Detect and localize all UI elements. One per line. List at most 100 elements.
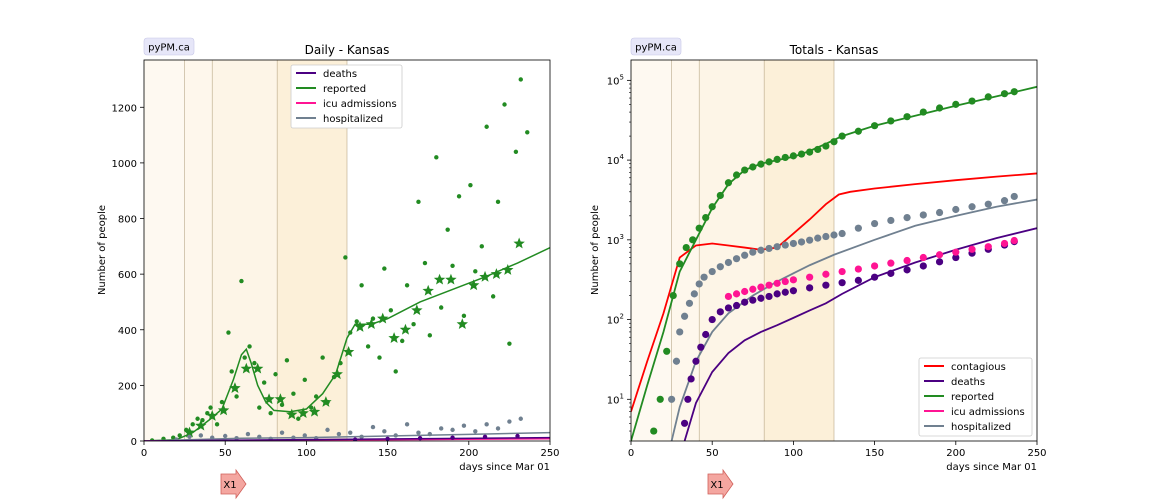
legend-box [918, 357, 1033, 437]
reported-point [229, 369, 234, 374]
legend-label: reported [951, 392, 994, 403]
legend: contagious deaths reported icu admission… [918, 357, 1033, 437]
deaths-point [708, 315, 716, 324]
deaths-point [757, 294, 765, 302]
hospitalized-point [416, 430, 421, 435]
hospitalized-point [887, 216, 895, 225]
reported-point [952, 100, 960, 108]
hospitalized-point [348, 430, 353, 435]
hospitalized-line [670, 198, 1037, 441]
hospitalized-point [223, 433, 228, 439]
icu-admissions-point [952, 248, 960, 256]
icu-admissions-point [919, 253, 927, 262]
reported-star-point [513, 237, 525, 249]
reported-star-point [342, 346, 355, 357]
reported-point [676, 260, 684, 268]
reported-point [205, 410, 210, 416]
hospitalized-point [741, 251, 749, 259]
hospitalized-point [234, 436, 239, 441]
shaded-periods [631, 60, 835, 441]
y-tick-label: 103 [607, 233, 624, 247]
icu-admissions-point [854, 265, 862, 273]
reported-point [757, 160, 765, 168]
reported-star-point [229, 382, 241, 394]
reported-point [490, 294, 496, 299]
legend-label: reported [323, 84, 366, 95]
reported-star-point [399, 323, 412, 335]
daily-chart-panel: 0 50 100 150 200 250 0 200 400 600 800 1000 1200 py… [97, 37, 560, 500]
deaths-point [789, 287, 798, 295]
reported-point [513, 149, 519, 154]
reported-point [359, 283, 364, 288]
reported-point [400, 338, 405, 344]
y-tick-label: 800 [118, 215, 137, 226]
hospitalized-point [672, 357, 681, 365]
x-tick-label: 150 [865, 448, 884, 459]
hospitalized-point [903, 214, 911, 222]
reported-point [388, 308, 394, 313]
deaths-point [822, 281, 830, 289]
reported-point [208, 405, 213, 410]
reported-point [461, 313, 467, 319]
reported-star-point [308, 405, 321, 417]
reported-star-point [377, 312, 389, 324]
y-tick-label: 102 [607, 313, 624, 327]
reported-star-point [195, 419, 207, 431]
reported-point [354, 319, 359, 324]
reported-point [200, 417, 205, 423]
y-tick-label: 101 [607, 392, 624, 406]
hospitalized-point [695, 280, 703, 288]
hospitalized-point [732, 255, 741, 263]
y-axis-label: Number of people [97, 205, 108, 295]
hospitalized-point [245, 431, 251, 437]
icu-admissions-point [724, 292, 733, 301]
hospitalized-point [1000, 197, 1009, 205]
hospitalized-point [854, 224, 862, 232]
reported-point [184, 427, 189, 433]
reported-point [427, 333, 433, 338]
hospitalized-point [919, 211, 927, 219]
deaths-line [683, 227, 1037, 441]
reported-point [689, 236, 697, 244]
deaths-point [702, 330, 710, 339]
deaths-point [515, 433, 520, 439]
reported-point [789, 152, 798, 160]
source-badge: pyPM.ca [148, 43, 190, 54]
hospitalized-line [144, 431, 550, 441]
hospitalized-point [789, 239, 798, 248]
legend-label: hospitalized [951, 422, 1011, 433]
hospitalized-point [518, 416, 523, 421]
reported-point [219, 399, 225, 405]
shaded-period [764, 60, 834, 441]
hospitalized-point [198, 433, 204, 438]
reported-star-point [433, 273, 446, 285]
legend-label: icu admissions [323, 99, 397, 110]
hospitalized-point [359, 434, 364, 440]
reported-point [814, 145, 822, 154]
reported-point [473, 269, 478, 274]
reported-point [343, 255, 348, 260]
plot-frame [143, 59, 551, 442]
reported-star-point [331, 368, 343, 380]
deaths-point [854, 276, 862, 284]
x-tick-label: 150 [378, 448, 397, 459]
hospitalized-point [838, 229, 846, 238]
x-tick-label: 50 [219, 448, 232, 459]
reported-star-point [206, 409, 218, 421]
deaths-point [692, 357, 700, 365]
reported-point [479, 244, 484, 249]
icu-admissions-point [838, 267, 846, 276]
icu-admissions-point [903, 256, 911, 265]
reported-point [268, 410, 273, 416]
reported-point [291, 391, 296, 396]
legend-label: hospitalized [323, 114, 383, 125]
reported-point [445, 227, 450, 232]
hospitalized-point [765, 244, 773, 253]
deaths-point [450, 435, 455, 440]
reported-point [669, 291, 677, 300]
hospitalized-point [495, 426, 501, 431]
reported-point [968, 97, 976, 105]
deaths-point [697, 343, 705, 351]
hospitalized-point [279, 430, 285, 435]
icu-admissions-point [757, 283, 765, 291]
